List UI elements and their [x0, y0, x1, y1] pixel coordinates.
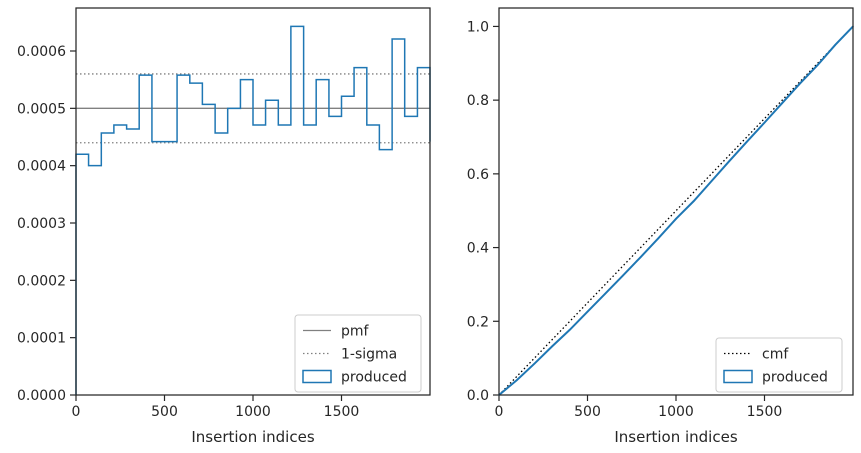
x-axis-label: Insertion indices	[614, 428, 737, 446]
histogram-bin	[253, 125, 266, 395]
produced-point	[746, 140, 748, 143]
pmf-histogram-panel: 0 500 1000 1500 0.0000 0.0001 0.0002 0.0003 0.00…	[17, 7, 431, 446]
histogram-bin	[101, 133, 114, 395]
y-tick-label: 0.0000	[17, 388, 66, 404]
produced-point	[781, 102, 783, 104]
x-tick-label: 1000	[235, 404, 271, 420]
x-tick-label: 500	[574, 404, 601, 420]
histogram-bin	[127, 129, 140, 395]
produced-point	[586, 310, 589, 313]
legend-label: pmf	[341, 324, 370, 340]
legend-box	[294, 314, 422, 393]
histogram-bin	[114, 125, 127, 395]
histogram-bin	[139, 75, 152, 395]
y-tick-label: 0.0001	[17, 331, 66, 347]
histogram-bin	[266, 100, 279, 395]
y-tick-label: 0.6	[467, 167, 489, 183]
y-tick-label: 0.0002	[17, 273, 66, 289]
y-tick-label: 0.4	[467, 241, 489, 257]
legend-label: produced	[341, 370, 407, 386]
histogram-bin	[177, 75, 190, 395]
legend-swatch-produced	[302, 369, 332, 384]
histogram-bin	[165, 142, 178, 395]
x-tick-label: 0	[495, 404, 504, 420]
legend-box	[715, 337, 843, 393]
y-tick-label: 0.0005	[17, 101, 66, 117]
produced-point	[675, 218, 677, 220]
y-tick-label: 0.0004	[17, 159, 66, 175]
y-tick-label: 0.0	[467, 388, 489, 404]
x-tick-label: 0	[72, 404, 81, 420]
histogram-bin	[278, 125, 291, 395]
cmf-line	[498, 25, 854, 396]
y-tick-label: 0.0003	[17, 216, 66, 232]
produced-point	[622, 274, 624, 277]
histogram-bin	[215, 133, 228, 395]
produced-point	[763, 121, 766, 124]
y-tick-label: 0.8	[467, 93, 489, 109]
y-tick-label: 0.0006	[17, 44, 66, 60]
histogram-bin	[89, 166, 102, 395]
x-axis-label: Insertion indices	[191, 428, 314, 446]
axes-frame	[75, 7, 431, 396]
histogram-bin	[76, 154, 89, 395]
legend-label: produced	[762, 370, 828, 386]
produced-point	[834, 44, 837, 46]
histogram-bin	[202, 104, 215, 395]
y-tick-label: 0.2	[467, 314, 489, 330]
x-tick-label: 1500	[747, 404, 783, 420]
histogram-bin	[152, 142, 165, 395]
legend-label: cmf	[762, 347, 789, 363]
legend-label: 1-sigma	[341, 347, 397, 363]
legend-swatch-produced	[723, 369, 753, 384]
x-tick-label: 1500	[324, 404, 360, 420]
produced-point	[533, 362, 536, 365]
produced-point	[515, 379, 518, 382]
produced-point	[604, 292, 606, 295]
produced-point	[692, 200, 695, 202]
produced-point	[728, 160, 730, 163]
cmf-panel: 0 500 1000 1500 0.0 0.2 0.4 0.6 0.8 1.0 Insertion …	[467, 7, 854, 446]
produced-point	[657, 237, 660, 240]
produced-point	[569, 328, 571, 331]
produced-point	[816, 64, 819, 66]
produced-step-outline	[75, 25, 431, 395]
produced-point	[639, 256, 642, 258]
produced-point	[799, 82, 801, 85]
axes-frame	[498, 7, 854, 396]
x-tick-label: 1000	[658, 404, 694, 420]
y-tick-label: 1.0	[467, 19, 489, 35]
produced-point	[551, 345, 553, 348]
produced-point	[710, 180, 713, 183]
histogram-bin	[240, 80, 253, 395]
histogram-bin	[190, 83, 203, 395]
histogram-bin	[228, 108, 241, 395]
x-tick-label: 500	[151, 404, 178, 420]
